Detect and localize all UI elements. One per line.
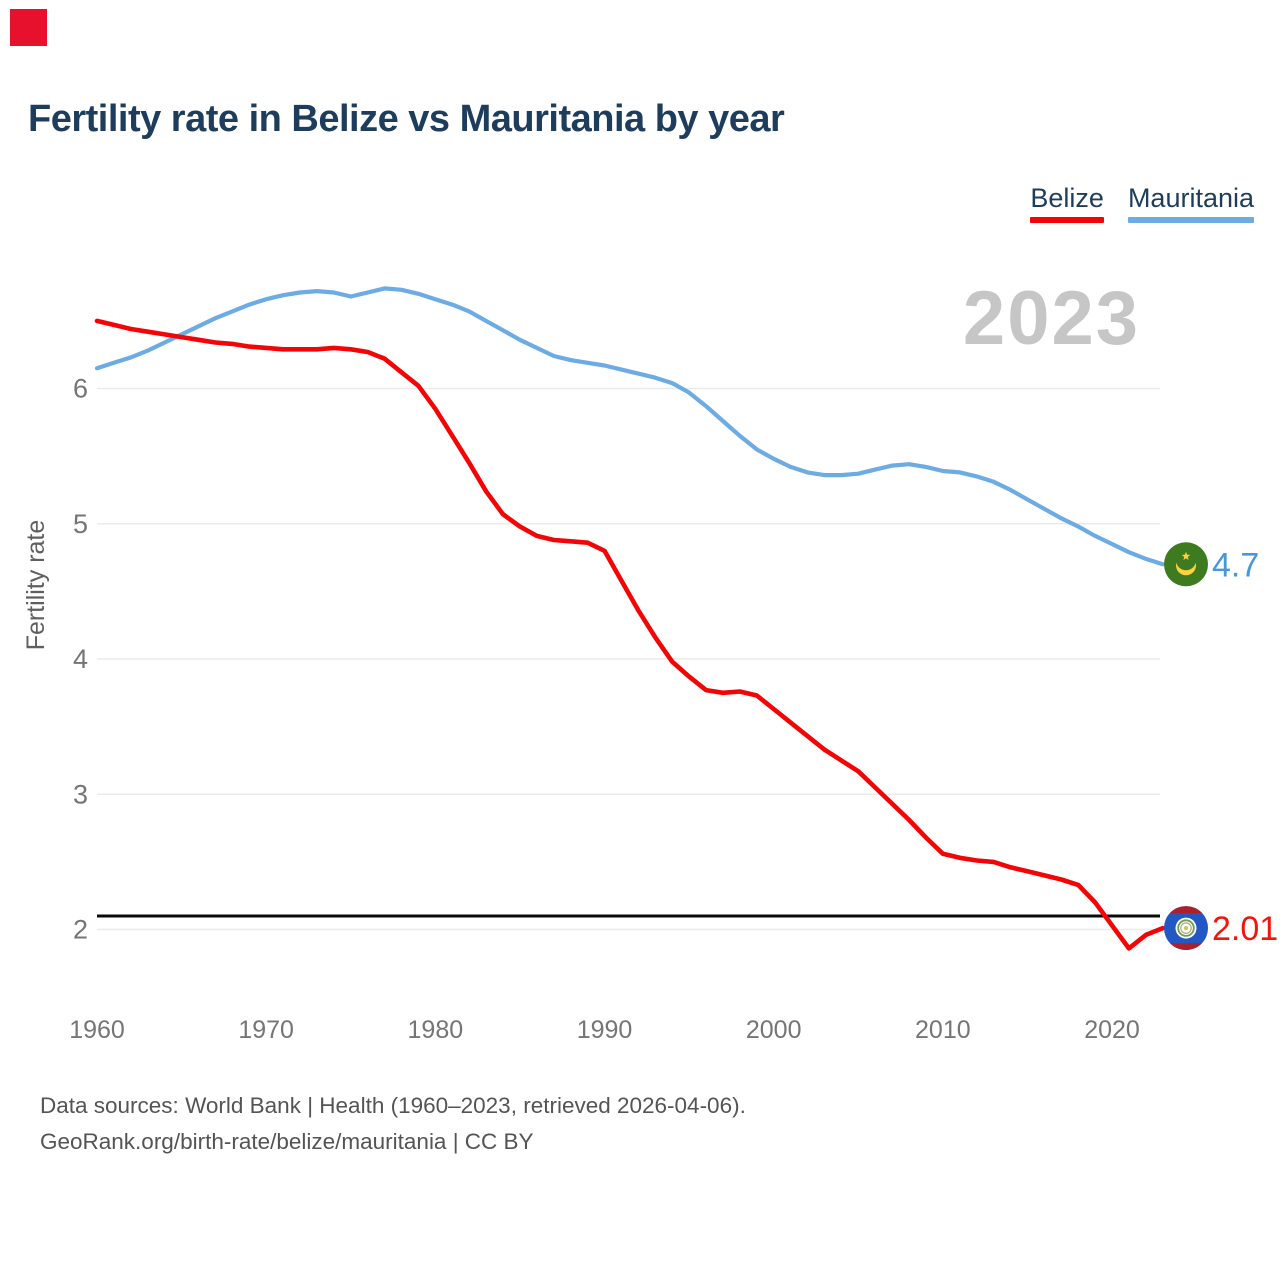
y-tick-label: 6 bbox=[73, 374, 88, 404]
end-value-label-mauritania: 4.7 bbox=[1212, 546, 1259, 584]
corner-accent-square bbox=[10, 9, 47, 46]
series-line-mauritania[interactable] bbox=[94, 286, 1165, 567]
x-tick-label: 2020 bbox=[1084, 1016, 1140, 1044]
x-tick-label: 1980 bbox=[408, 1016, 464, 1044]
y-axis-title: Fertility rate bbox=[22, 520, 50, 651]
legend-label: Belize bbox=[1030, 183, 1104, 213]
legend-swatch bbox=[1030, 216, 1104, 223]
data-sources-text: Data sources: World Bank | Health (1960–… bbox=[40, 1093, 746, 1118]
series-line-belize[interactable] bbox=[94, 318, 1166, 951]
legend-item-mauritania[interactable]: Mauritania bbox=[1127, 183, 1254, 223]
belize-flag-icon[interactable] bbox=[1164, 906, 1208, 951]
end-value-label-belize: 2.01 bbox=[1212, 910, 1278, 948]
x-tick-label: 1960 bbox=[69, 1016, 125, 1044]
legend-swatch bbox=[1127, 216, 1254, 223]
attribution-text: GeoRank.org/birth-rate/belize/mauritania… bbox=[40, 1129, 534, 1154]
page-title: Fertility rate in Belize vs Mauritania b… bbox=[28, 98, 785, 140]
x-tick-label: 2010 bbox=[915, 1016, 971, 1044]
footer: Data sources: World Bank | Health (1960–… bbox=[40, 1088, 746, 1160]
year-watermark: 2023 bbox=[963, 276, 1140, 361]
y-tick-label: 4 bbox=[73, 644, 88, 674]
legend-label: Mauritania bbox=[1127, 183, 1254, 213]
y-tick-label: 2 bbox=[73, 915, 88, 945]
x-tick-label: 1970 bbox=[238, 1016, 294, 1044]
legend: Belize Mauritania bbox=[1030, 183, 1254, 223]
x-tick-label: 1990 bbox=[577, 1016, 633, 1044]
mauritania-flag-icon[interactable] bbox=[1164, 542, 1208, 587]
y-tick-label: 3 bbox=[73, 779, 88, 809]
y-tick-label: 5 bbox=[73, 509, 88, 539]
x-tick-label: 2000 bbox=[746, 1016, 802, 1044]
legend-item-belize[interactable]: Belize bbox=[1030, 183, 1104, 223]
